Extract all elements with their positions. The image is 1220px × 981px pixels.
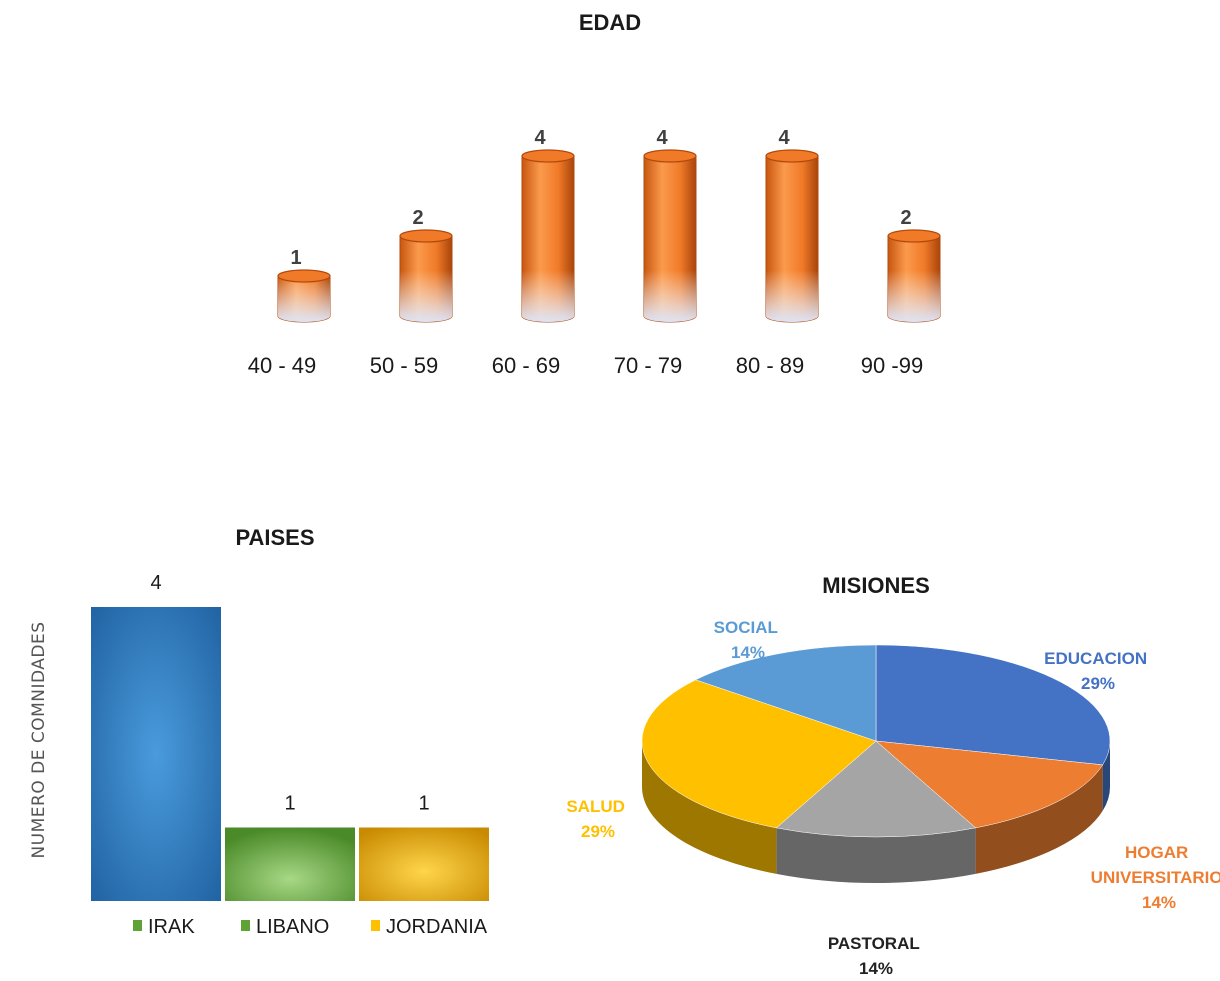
legend-swatch-jordania <box>371 920 380 931</box>
pie-label-pastoral: PASTORAL 14% <box>828 934 924 978</box>
legend-label-irak: IRAK <box>148 916 195 938</box>
paises-bars <box>91 607 489 901</box>
edad-category-label: 80 - 89 <box>736 353 805 378</box>
paises-title: PAISES <box>235 525 314 550</box>
paises-value-labels: 4 1 1 <box>150 572 429 815</box>
paises-value-label: 1 <box>284 793 295 815</box>
misiones-chart: MISIONES EDUCACION 29% HOGAR UNIVERSITAR… <box>566 573 1220 978</box>
pie-slice <box>641 679 877 829</box>
edad-value-label: 4 <box>778 127 790 149</box>
pie-slice-side <box>776 827 976 883</box>
paises-y-axis-label: NUMERO DE COMNIDADES <box>29 621 49 858</box>
legend-label-jordania: JORDANIA <box>386 916 488 938</box>
edad-category-labels: 40 - 49 50 - 59 60 - 69 70 - 79 80 - 89 … <box>248 353 923 378</box>
edad-category-label: 50 - 59 <box>370 353 439 378</box>
edad-bar <box>887 229 941 323</box>
pie-depth <box>642 741 1110 883</box>
edad-value-labels: 1 2 4 4 4 2 <box>290 127 911 269</box>
paises-bar <box>91 607 221 901</box>
edad-title: EDAD <box>579 10 641 35</box>
edad-bar <box>765 149 819 323</box>
edad-value-label: 4 <box>656 127 668 149</box>
pie-labels: EDUCACION 29% HOGAR UNIVERSITARIO 14% PA… <box>566 618 1220 978</box>
legend-swatch-irak <box>133 920 142 931</box>
paises-legend: IRAK LIBANO JORDANIA <box>133 916 488 938</box>
edad-value-label: 2 <box>900 207 911 229</box>
paises-chart: PAISES NUMERO DE COMNIDADES 4 1 1 IRAK L… <box>29 525 489 938</box>
legend-label-libano: LIBANO <box>256 916 329 938</box>
edad-category-label: 90 -99 <box>861 353 923 378</box>
misiones-title: MISIONES <box>822 573 930 598</box>
paises-value-label: 4 <box>150 572 161 594</box>
edad-value-label: 2 <box>412 207 423 229</box>
pie-slice-side <box>1102 741 1110 811</box>
pie-slice-side <box>642 741 777 874</box>
edad-category-label: 60 - 69 <box>492 353 561 378</box>
edad-category-label: 70 - 79 <box>614 353 683 378</box>
edad-bar <box>277 269 331 323</box>
pie-slices <box>641 644 1111 838</box>
pie-slice <box>775 740 977 838</box>
paises-value-label: 1 <box>418 793 429 815</box>
pie-slice <box>695 644 877 742</box>
paises-bar <box>225 827 355 901</box>
edad-bars <box>277 149 941 323</box>
edad-bar <box>643 149 697 323</box>
edad-bar <box>521 149 575 323</box>
pie-slice <box>875 644 1111 766</box>
pie-label-social: SOCIAL 14% <box>714 618 783 662</box>
legend-swatch-libano <box>241 920 250 931</box>
edad-bar <box>399 229 453 323</box>
edad-value-label: 4 <box>534 127 546 149</box>
paises-bar <box>359 827 489 901</box>
pie-label-hogar-universitario: HOGAR UNIVERSITARIO 14% <box>1091 843 1220 912</box>
pie-label-salud: SALUD 29% <box>566 797 629 841</box>
pie-label-educacion: EDUCACION 29% <box>1044 649 1152 693</box>
pie-slice-side <box>975 764 1103 874</box>
pie-slice <box>875 740 1104 829</box>
edad-chart: EDAD 1 2 4 4 4 2 40 - 49 50 - 59 60 - 69… <box>248 10 941 378</box>
edad-value-label: 1 <box>290 247 301 269</box>
edad-category-label: 40 - 49 <box>248 353 317 378</box>
